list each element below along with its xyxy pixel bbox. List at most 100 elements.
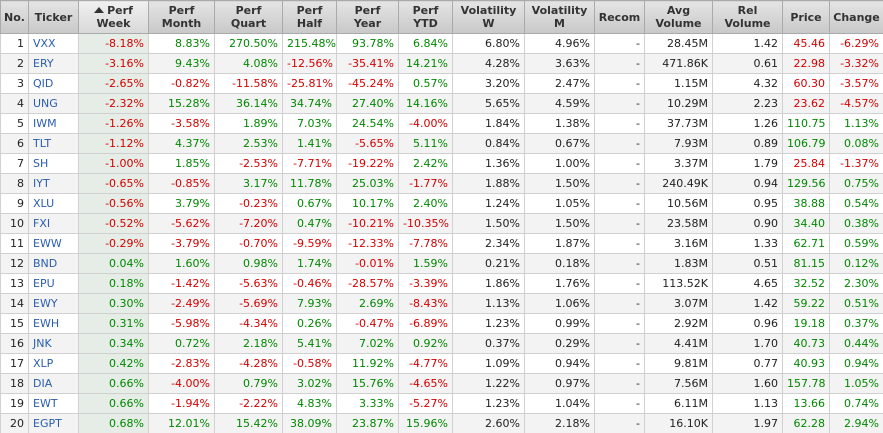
column-header[interactable]: Volatility M	[524, 0, 595, 34]
ticker-link[interactable]: DIA	[28, 373, 79, 394]
table-cell: 0.59%	[829, 233, 883, 254]
ticker-link[interactable]: EGPT	[28, 413, 79, 433]
table-cell: 15.28%	[148, 93, 215, 114]
header-text: Quart	[230, 17, 267, 30]
table-cell: -	[594, 73, 645, 94]
table-cell: 1.41%	[282, 133, 337, 154]
table-body: 1 VXX -8.18% 8.83% 270.50% 215.48% 93.78% 6.84%…	[0, 33, 883, 433]
ticker-link[interactable]: JNK	[28, 333, 79, 354]
table-cell: -2.32%	[78, 93, 149, 114]
column-header[interactable]: Perf Half	[282, 0, 337, 34]
column-header[interactable]: Ticker	[28, 0, 79, 34]
table-cell: 23.87%	[336, 413, 399, 433]
table-cell: 15.76%	[336, 373, 399, 394]
column-header[interactable]: Rel Volume	[712, 0, 783, 34]
ticker-link[interactable]: IWM	[28, 113, 79, 134]
table-cell: 1.04%	[524, 393, 595, 414]
ticker-link[interactable]: ERY	[28, 53, 79, 74]
column-header[interactable]: Price	[782, 0, 830, 34]
table-cell: 4.59%	[524, 93, 595, 114]
table-cell: 6	[0, 133, 29, 154]
column-header[interactable]: Change	[829, 0, 883, 34]
header-text: Perf	[354, 4, 381, 17]
table-cell: 2.42%	[398, 153, 453, 174]
table-cell: 93.78%	[336, 33, 399, 54]
column-header[interactable]: No.	[0, 0, 29, 34]
table-cell: 3	[0, 73, 29, 94]
column-header[interactable]: Recom	[594, 0, 645, 34]
table-cell: 62.71	[782, 233, 830, 254]
table-cell: 1.85%	[148, 153, 215, 174]
ticker-link[interactable]: EPU	[28, 273, 79, 294]
table-cell: 36.14%	[214, 93, 283, 114]
header-text: Perf	[296, 4, 323, 17]
ticker-link[interactable]: VXX	[28, 33, 79, 54]
table-cell: 19	[0, 393, 29, 414]
table-cell: -2.65%	[78, 73, 149, 94]
table-cell: -3.16%	[78, 53, 149, 74]
column-header[interactable]: Volatility W	[452, 0, 525, 34]
column-header[interactable]: Perf Quart	[214, 0, 283, 34]
ticker-link[interactable]: EWT	[28, 393, 79, 414]
table-cell: 0.67%	[282, 193, 337, 214]
ticker-link[interactable]: UNG	[28, 93, 79, 114]
table-cell: 14.16%	[398, 93, 453, 114]
table-cell: 7.02%	[336, 333, 399, 354]
table-cell: 5.11%	[398, 133, 453, 154]
header-text: Perf	[235, 4, 262, 17]
table-row: 5 IWM -1.26% -3.58% 1.89% 7.03% 24.54% -4.00% 1.…	[0, 113, 883, 134]
table-cell: -3.79%	[148, 233, 215, 254]
table-cell: -	[594, 393, 645, 414]
table-cell: -	[594, 373, 645, 394]
table-cell: 1.13	[712, 393, 783, 414]
ticker-link[interactable]: IYT	[28, 173, 79, 194]
ticker-link[interactable]: EWY	[28, 293, 79, 314]
header-text: Half	[296, 17, 323, 30]
table-cell: 0.42%	[78, 353, 149, 374]
table-cell: 0.66%	[78, 393, 149, 414]
table-cell: 1.89%	[214, 113, 283, 134]
ticker-link[interactable]: BND	[28, 253, 79, 274]
table-cell: 15.42%	[214, 413, 283, 433]
table-cell: 62.28	[782, 413, 830, 433]
table-cell: 471.86K	[644, 53, 713, 74]
table-cell: -2.53%	[214, 153, 283, 174]
header-text: W	[482, 17, 495, 30]
table-cell: 2.47%	[524, 73, 595, 94]
table-cell: 1.38%	[524, 113, 595, 134]
table-cell: 40.93	[782, 353, 830, 374]
ticker-link[interactable]: EWH	[28, 313, 79, 334]
table-cell: -7.78%	[398, 233, 453, 254]
table-cell: 14	[0, 293, 29, 314]
table-cell: -5.98%	[148, 313, 215, 334]
ticker-link[interactable]: TLT	[28, 133, 79, 154]
table-cell: 0.72%	[148, 333, 215, 354]
column-header[interactable]: Perf YTD	[398, 0, 453, 34]
ticker-link[interactable]: SH	[28, 153, 79, 174]
table-cell: -45.24%	[336, 73, 399, 94]
table-row: 19 EWT 0.66% -1.94% -2.22% 4.83% 3.33% -5.27% 1.…	[0, 393, 883, 414]
table-cell: -11.58%	[214, 73, 283, 94]
column-header[interactable]: Perf Week	[78, 0, 149, 34]
table-cell: -1.37%	[829, 153, 883, 174]
header-text: Volatility	[531, 4, 588, 17]
ticker-link[interactable]: XLU	[28, 193, 79, 214]
header-text: M	[554, 17, 565, 30]
table-cell: 0.77	[712, 353, 783, 374]
column-header[interactable]: Perf Month	[148, 0, 215, 34]
ticker-link[interactable]: QID	[28, 73, 79, 94]
column-header[interactable]: Avg Volume	[644, 0, 713, 34]
table-cell: -4.00%	[398, 113, 453, 134]
ticker-link[interactable]: FXI	[28, 213, 79, 234]
table-cell: -12.33%	[336, 233, 399, 254]
table-cell: 2.69%	[336, 293, 399, 314]
column-header[interactable]: Perf Year	[336, 0, 399, 34]
table-cell: 0.51%	[829, 293, 883, 314]
table-cell: 215.48%	[282, 33, 337, 54]
table-cell: -0.70%	[214, 233, 283, 254]
table-cell: 2.34%	[452, 233, 525, 254]
table-cell: 25.84	[782, 153, 830, 174]
ticker-link[interactable]: EWW	[28, 233, 79, 254]
ticker-link[interactable]: XLP	[28, 353, 79, 374]
table-cell: 5.41%	[282, 333, 337, 354]
